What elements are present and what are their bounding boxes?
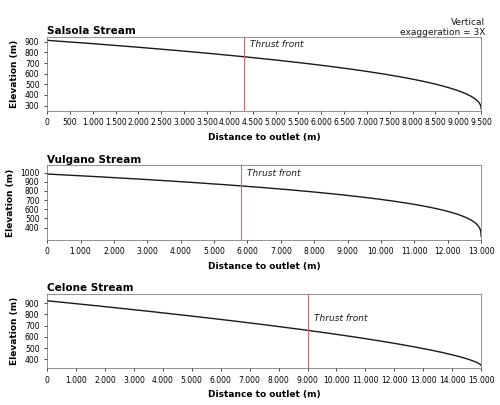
Text: Vulgano Stream: Vulgano Stream — [47, 155, 142, 164]
Text: Vertical
exaggeration = 3X: Vertical exaggeration = 3X — [400, 18, 486, 37]
X-axis label: Distance to outlet (m): Distance to outlet (m) — [208, 133, 320, 142]
Text: Celone Stream: Celone Stream — [47, 283, 134, 293]
X-axis label: Distance to outlet (m): Distance to outlet (m) — [208, 262, 320, 271]
X-axis label: Distance to outlet (m): Distance to outlet (m) — [208, 390, 320, 399]
Y-axis label: Elevation (m): Elevation (m) — [10, 297, 20, 365]
Y-axis label: Elevation (m): Elevation (m) — [6, 168, 15, 237]
Text: Thrust front: Thrust front — [314, 314, 368, 323]
Y-axis label: Elevation (m): Elevation (m) — [10, 40, 20, 108]
Text: Salsola Stream: Salsola Stream — [47, 26, 136, 36]
Text: Thrust front: Thrust front — [248, 169, 301, 179]
Text: Thrust front: Thrust front — [250, 40, 304, 49]
